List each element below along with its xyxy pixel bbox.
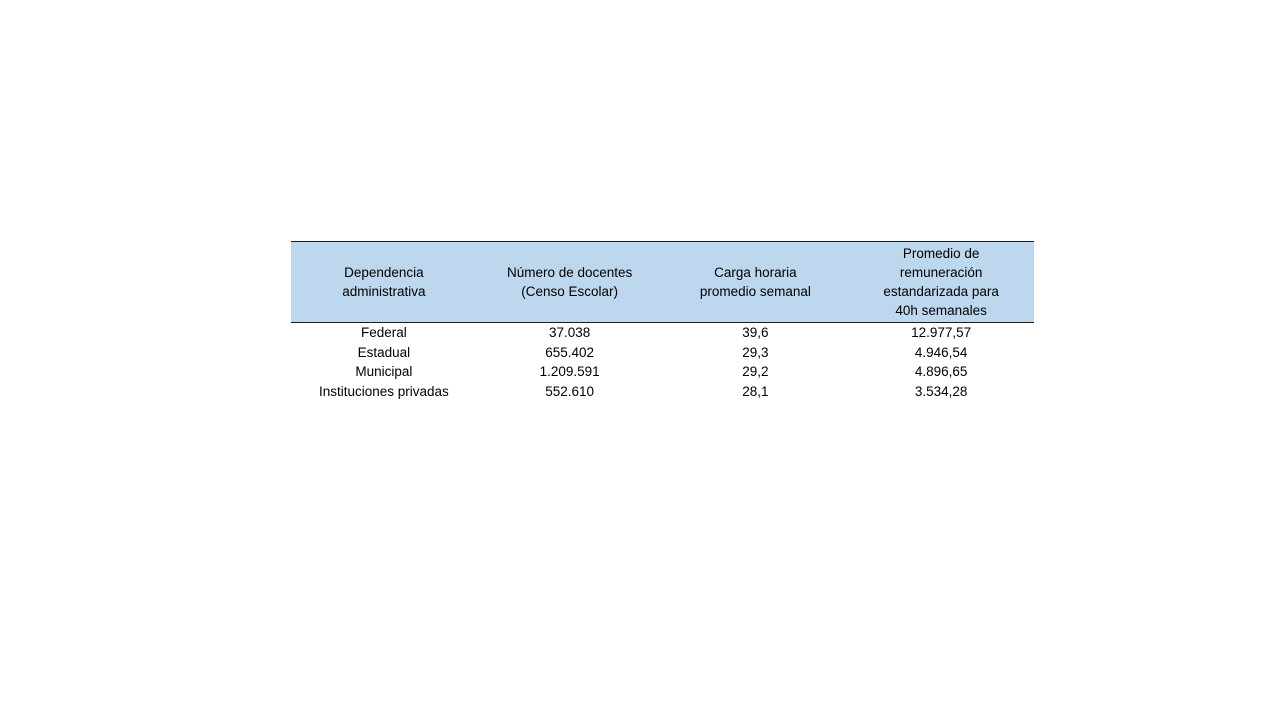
cell-promedio-remuneracion: 12.977,57 xyxy=(911,325,972,340)
cell-numero-docentes: 37.038 xyxy=(548,325,591,340)
table-row-instituciones-privadas: Instituciones privadas 552.610 28,1 3.53… xyxy=(291,382,1034,402)
teachers-statistics-table: Dependencia administrativa Número de doc… xyxy=(291,241,1034,401)
cell-carga-horaria: 29,3 xyxy=(742,344,769,360)
cell-carga-horaria: 29,2 xyxy=(742,364,769,379)
cell-dependencia: Estadual xyxy=(357,344,411,360)
cell-dependencia: Municipal xyxy=(355,364,413,379)
table-row-municipal: Municipal 1.209.591 29,2 4.896,65 xyxy=(291,362,1034,382)
cell-numero-docentes: 552.610 xyxy=(545,383,595,399)
cell-dependencia: Federal xyxy=(360,325,407,340)
cell-promedio-remuneracion: 4.946,54 xyxy=(914,344,968,360)
cell-numero-docentes: 1.209.591 xyxy=(539,364,600,379)
cell-numero-docentes: 655.402 xyxy=(545,344,595,360)
cell-dependencia: Instituciones privadas xyxy=(318,383,449,399)
cell-carga-horaria: 28,1 xyxy=(742,383,769,399)
table-row-estadual: Estadual 655.402 29,3 4.946,54 xyxy=(291,343,1034,363)
column-header-dependencia: Dependencia administrativa xyxy=(291,241,477,323)
column-header-carga-horaria: Carga horaria promedio semanal xyxy=(662,241,849,323)
cell-promedio-remuneracion: 3.534,28 xyxy=(914,383,968,399)
column-header-numero-docentes: Número de docentes (Censo Escolar) xyxy=(476,241,663,323)
table-row-federal: Federal 37.038 39,6 12.977,57 xyxy=(291,323,1034,343)
header-row: Dependencia administrativa Número de doc… xyxy=(291,241,1034,323)
column-header-promedio-remuneracion: Promedio de remuneración estandarizada p… xyxy=(848,241,1034,323)
cell-promedio-remuneracion: 4.896,65 xyxy=(914,364,968,379)
cell-carga-horaria: 39,6 xyxy=(742,325,769,340)
